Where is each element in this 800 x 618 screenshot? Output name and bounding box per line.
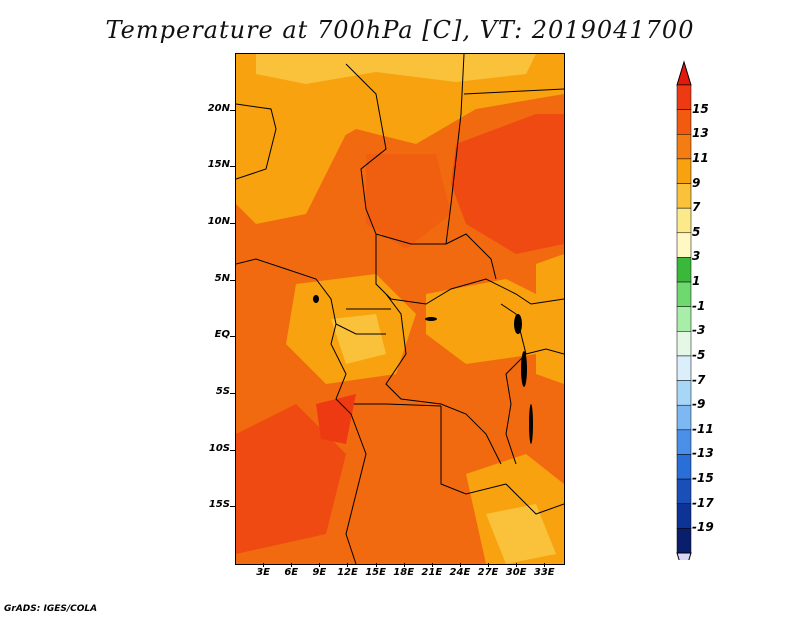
field-east-cool <box>536 254 564 384</box>
y-tick-mark <box>230 109 235 111</box>
colorbar-label: -1 <box>692 298 706 313</box>
colorbar-segment <box>676 503 692 529</box>
x-tick-mark <box>459 563 461 567</box>
y-tick-label: 5N <box>214 272 230 284</box>
colorbar-label: 13 <box>692 126 709 141</box>
colorbar <box>676 60 692 560</box>
colorbar-segment <box>676 281 692 307</box>
y-tick-label: 10S <box>208 442 230 454</box>
field-sw-warmer <box>316 394 356 444</box>
colorbar-label: 3 <box>692 249 701 264</box>
colorbar-segment <box>676 404 692 431</box>
x-tick-label: 18E <box>393 567 415 578</box>
map-field-svg <box>236 54 564 564</box>
field-sw-warm <box>236 404 346 554</box>
colorbar-segment <box>676 528 692 554</box>
map-borders <box>236 54 564 564</box>
x-tick-label: 15E <box>365 567 386 578</box>
colorbar-label: -17 <box>692 495 714 510</box>
x-tick-label: 33E <box>533 567 555 578</box>
colorbar-label: -7 <box>692 372 706 387</box>
x-tick-label: 27E <box>477 567 499 578</box>
colorbar-label: -15 <box>692 471 714 486</box>
colorbar-label: 15 <box>692 101 709 116</box>
y-tick-mark <box>230 223 235 224</box>
y-tick-mark <box>230 506 235 508</box>
y-tick-mark <box>230 449 235 451</box>
x-tick-label: 3E <box>256 567 270 578</box>
x-tick-mark <box>431 563 433 567</box>
colorbar-segment <box>676 207 692 234</box>
colorbar-label: -19 <box>692 520 714 535</box>
colorbar-segment <box>676 355 692 381</box>
colorbar-segment <box>676 306 692 332</box>
x-tick-mark <box>403 563 405 567</box>
x-tick-mark <box>488 563 490 567</box>
x-tick-mark <box>516 563 518 567</box>
field-central-warm <box>366 154 451 249</box>
colorbar-label: -9 <box>692 397 706 412</box>
colorbar-label: 11 <box>692 150 709 165</box>
y-tick-mark <box>230 393 235 394</box>
temperature-map <box>235 53 565 565</box>
colorbar-label: -3 <box>692 323 706 338</box>
x-tick-mark <box>347 563 349 567</box>
map-title: Temperature at 700hPa [C], VT: 201904170… <box>105 16 695 44</box>
x-tick-label: 21E <box>421 567 443 578</box>
colorbar-label: 1 <box>692 274 701 289</box>
colorbar-segment <box>676 429 692 455</box>
colorbar-segment <box>676 109 692 135</box>
y-tick-label: 15S <box>208 499 230 511</box>
colorbar-segment <box>676 331 692 357</box>
x-tick-label: 30E <box>505 567 527 578</box>
colorbar-segment <box>676 232 692 258</box>
field-west-cool <box>236 104 346 224</box>
y-tick-mark <box>230 279 235 281</box>
x-tick-label: 24E <box>449 567 471 578</box>
x-tick-label: 12E <box>337 567 358 578</box>
colorbar-segment <box>676 257 692 283</box>
colorbar-segment <box>676 158 692 184</box>
y-tick-label: 10N <box>207 216 230 227</box>
colorbar-label: -5 <box>692 347 706 362</box>
colorbar-segment <box>676 380 692 406</box>
colorbar-segment <box>676 454 692 480</box>
y-tick-mark <box>230 336 235 338</box>
field-eq-cooler <box>331 314 386 364</box>
y-tick-label: 20N <box>207 102 230 114</box>
colorbar-label: -13 <box>692 446 714 461</box>
x-tick-mark <box>263 563 265 567</box>
y-tick-label: 5S <box>215 386 230 397</box>
colorbar-segment <box>676 478 692 504</box>
footer-credit: GrADS: IGES/COLA <box>4 604 98 614</box>
x-tick-mark <box>375 563 377 567</box>
x-tick-label: 6E <box>284 567 299 578</box>
field-ne-warm <box>451 114 564 254</box>
colorbar-label: 5 <box>692 224 701 239</box>
colorbar-label: 7 <box>692 200 701 215</box>
map-lakes <box>313 295 533 444</box>
colorbar-segment <box>676 134 692 160</box>
colorbar-segment <box>676 183 692 209</box>
colorbar-top-arrow <box>676 60 692 86</box>
y-tick-label: EQ <box>214 329 230 341</box>
colorbar-segment <box>676 84 692 110</box>
colorbar-bottom-arrow <box>676 552 692 560</box>
x-tick-mark <box>544 563 546 567</box>
y-tick-label: 15N <box>207 159 230 171</box>
colorbar-label: -11 <box>692 421 714 436</box>
x-tick-label: 9E <box>312 567 327 578</box>
x-tick-mark <box>291 563 293 567</box>
field-se-cooler <box>486 504 556 564</box>
field-north-cooler <box>256 54 536 84</box>
colorbar-label: 9 <box>692 175 701 190</box>
y-tick-mark <box>230 166 235 168</box>
x-tick-mark <box>319 563 321 567</box>
